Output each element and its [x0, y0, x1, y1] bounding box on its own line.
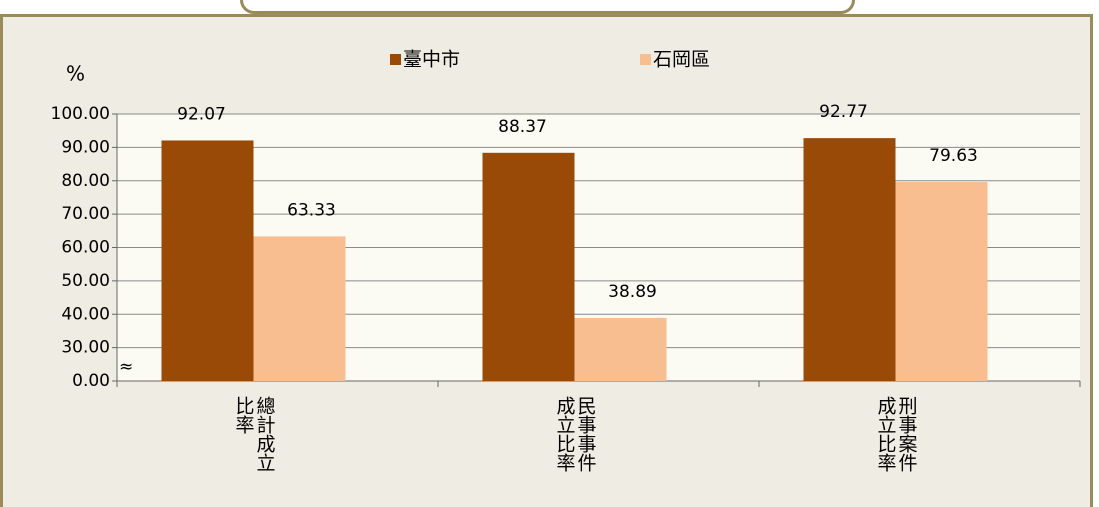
legend-swatch	[640, 54, 651, 65]
bar	[895, 181, 988, 381]
value-label: 38.89	[608, 282, 657, 302]
y-tick-label: 70.00	[61, 204, 110, 224]
y-tick-label: 30.00	[61, 338, 110, 358]
y-tick-label: 100.00	[51, 104, 110, 124]
x-tick-label: 刑事案件成立比率	[874, 396, 918, 472]
y-tick-label: 50.00	[61, 271, 110, 291]
y-tick-label: 90.00	[61, 137, 110, 157]
bar	[253, 236, 346, 381]
value-label: 88.37	[498, 117, 547, 137]
y-tick-label: 40.00	[61, 304, 110, 324]
y-tick-label: 0.00	[72, 371, 110, 391]
value-label: 92.77	[819, 102, 868, 122]
legend-swatch	[390, 54, 401, 65]
bar	[482, 152, 575, 381]
y-tick-label: 80.00	[61, 171, 110, 191]
bar	[161, 140, 254, 381]
value-label: 79.63	[929, 146, 978, 166]
x-tick-label: 民事事件成立比率	[553, 396, 597, 472]
y-unit: %	[66, 62, 85, 86]
x-tick-label: 總計成立比率	[232, 396, 276, 472]
y-tick-label: 60.00	[61, 238, 110, 258]
axis-break: ≈	[119, 357, 133, 377]
bar	[803, 138, 896, 381]
value-label: 63.33	[287, 200, 336, 220]
legend-label: 石岡區	[653, 49, 710, 71]
value-label: 92.07	[177, 104, 226, 124]
legend-label: 臺中市	[403, 49, 460, 71]
bar	[574, 317, 667, 381]
